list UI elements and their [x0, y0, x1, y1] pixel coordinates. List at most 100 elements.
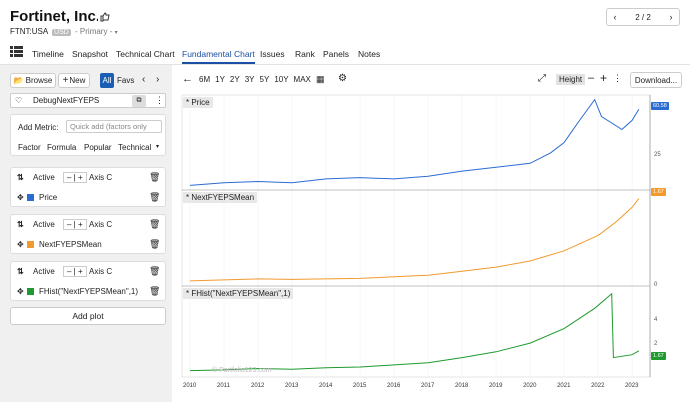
- metric-search-input[interactable]: Quick add (factors only: [66, 120, 162, 133]
- trash-icon[interactable]: 🗑: [149, 219, 161, 229]
- trash-icon[interactable]: 🗑: [149, 172, 161, 182]
- series-line: [189, 98, 640, 186]
- arrow-left-icon[interactable]: ←: [182, 73, 193, 85]
- download-button[interactable]: Download...: [630, 72, 682, 88]
- y-tick: 2: [654, 341, 658, 347]
- tab-rank[interactable]: Rank: [295, 49, 315, 59]
- pane-label-nextfyeps: * NextFYEPSMean: [183, 192, 258, 203]
- x-tick-label: 2017: [421, 383, 435, 389]
- drag-move-icon[interactable]: ✥: [17, 240, 24, 249]
- range-2y[interactable]: 2Y: [229, 75, 240, 84]
- tab-notes[interactable]: Notes: [358, 49, 381, 59]
- range-3y[interactable]: 3Y: [244, 75, 255, 84]
- plot-name[interactable]: NextFYEPSMean: [39, 240, 102, 249]
- scroll-left-icon[interactable]: ‹: [142, 74, 146, 85]
- fundamental-chart[interactable]: [176, 93, 690, 402]
- trash-icon[interactable]: 🗑: [149, 239, 161, 249]
- plot-axis[interactable]: Axis C: [89, 267, 113, 276]
- pane-label-price: * Price: [183, 97, 213, 108]
- all-filter-button[interactable]: All: [100, 73, 114, 88]
- range-10y[interactable]: 10Y: [274, 75, 289, 84]
- grid-menu-icon[interactable]: [10, 46, 25, 60]
- plot-color-swatch[interactable]: [27, 288, 34, 295]
- pane-label-text: FHist("NextFYEPSMean",1): [191, 289, 291, 298]
- metric-tab-formula[interactable]: Formula: [47, 143, 77, 152]
- tab-timeline[interactable]: Timeline: [32, 49, 64, 59]
- x-tick-label: 2020: [523, 383, 537, 389]
- drag-move-icon[interactable]: ✥: [17, 193, 24, 202]
- plot-color-swatch[interactable]: [27, 241, 34, 248]
- browse-label: Browse: [25, 76, 53, 85]
- range-1y[interactable]: 1Y: [215, 75, 225, 84]
- height-decrease-button[interactable]: –: [588, 72, 595, 84]
- chart-name: DebugNextFYEPS: [33, 96, 100, 105]
- sort-icon[interactable]: ⇅: [17, 267, 24, 276]
- metric-tab-technical[interactable]: Technical: [118, 143, 152, 152]
- height-label: Height: [556, 74, 586, 85]
- company-title: Fortinet, Inc.: [10, 8, 100, 25]
- plot-stepper[interactable]: – | +: [63, 219, 87, 230]
- x-tick-label: 2023: [625, 383, 639, 389]
- trash-icon[interactable]: 🗑: [149, 286, 161, 296]
- tab-technical-chart[interactable]: Technical Chart: [116, 49, 175, 59]
- plot-name[interactable]: FHist("NextFYEPSMean",1): [39, 287, 139, 296]
- expand-icon[interactable]: ⤢: [538, 73, 546, 84]
- trash-icon[interactable]: 🗑: [149, 266, 161, 276]
- plot-name[interactable]: Price: [39, 193, 58, 202]
- ticker-row: FTNT:USA USD - Primary - ▾: [10, 27, 118, 36]
- next-page-button[interactable]: ›: [669, 12, 673, 22]
- x-tick-label: 2011: [217, 383, 230, 389]
- drag-move-icon[interactable]: ✥: [17, 287, 24, 296]
- tab-fundamental-chart[interactable]: Fundamental Chart: [182, 49, 255, 64]
- x-tick-label: 2013: [285, 383, 299, 389]
- listing-select[interactable]: - Primary -: [75, 27, 113, 36]
- folder-icon: 📂: [13, 76, 24, 85]
- x-tick-label: 2015: [353, 383, 367, 389]
- height-increase-button[interactable]: +: [600, 71, 608, 85]
- series-line: [189, 198, 640, 282]
- gear-icon[interactable]: ⚙: [338, 73, 347, 84]
- heart-icon[interactable]: ♡: [15, 96, 23, 105]
- pane-label-text: NextFYEPSMean: [191, 193, 255, 202]
- save-chart-icon[interactable]: ⧉: [132, 95, 146, 107]
- y-tick: 0: [654, 282, 658, 288]
- more-vertical-icon[interactable]: ⋮: [613, 73, 622, 83]
- plot-card-1: ⇅ Active – | + Axis C 🗑 ✥ Price 🗑: [10, 167, 166, 207]
- pane-label-fhist: * FHist("NextFYEPSMean",1): [183, 288, 294, 299]
- new-label: New: [69, 76, 86, 85]
- trash-icon[interactable]: 🗑: [149, 192, 161, 202]
- add-plot-button[interactable]: Add plot: [10, 307, 166, 325]
- add-metric-card: Add Metric: Quick add (factors only Fact…: [10, 114, 166, 156]
- tab-panels[interactable]: Panels: [323, 49, 349, 59]
- plot-stepper[interactable]: – | +: [63, 172, 87, 183]
- pane-marker: *: [186, 193, 192, 202]
- calendar-icon[interactable]: ▦: [316, 74, 325, 84]
- plot-axis[interactable]: Axis C: [89, 173, 113, 182]
- last-value-badge: 1.67: [651, 352, 666, 360]
- range-5y[interactable]: 5Y: [259, 75, 270, 84]
- favs-filter-button[interactable]: Favs: [117, 76, 135, 85]
- plot-color-swatch[interactable]: [27, 194, 34, 201]
- follow-button[interactable]: [98, 10, 112, 24]
- sort-icon[interactable]: ⇅: [17, 220, 24, 229]
- y-tick: 4: [654, 317, 658, 323]
- scroll-right-icon[interactable]: ›: [156, 74, 160, 85]
- new-button[interactable]: + New: [58, 73, 90, 88]
- plot-card-3: ⇅ Active – | + Axis C 🗑 ✥ FHist("NextFYE…: [10, 261, 166, 301]
- last-value-badge: 60.58: [651, 102, 669, 110]
- plot-stepper[interactable]: – | +: [63, 266, 87, 277]
- sort-icon[interactable]: ⇅: [17, 173, 24, 182]
- more-vertical-icon[interactable]: ⋮: [155, 95, 164, 105]
- listing-chevron-icon: ▾: [114, 30, 118, 36]
- chart-selector[interactable]: ♡ DebugNextFYEPS ⧉ ⋮: [10, 93, 166, 108]
- metric-tab-factor[interactable]: Factor: [18, 143, 41, 152]
- range-max[interactable]: MAX: [293, 75, 311, 84]
- series-line: [189, 292, 640, 372]
- tab-snapshot[interactable]: Snapshot: [72, 49, 108, 59]
- tab-issues[interactable]: Issues: [260, 49, 285, 59]
- plot-axis[interactable]: Axis C: [89, 220, 113, 229]
- metric-tab-popular[interactable]: Popular: [84, 143, 112, 152]
- range-6m[interactable]: 6M: [199, 75, 211, 84]
- prev-page-button[interactable]: ‹: [613, 12, 617, 22]
- browse-button[interactable]: 📂 Browse: [10, 73, 56, 88]
